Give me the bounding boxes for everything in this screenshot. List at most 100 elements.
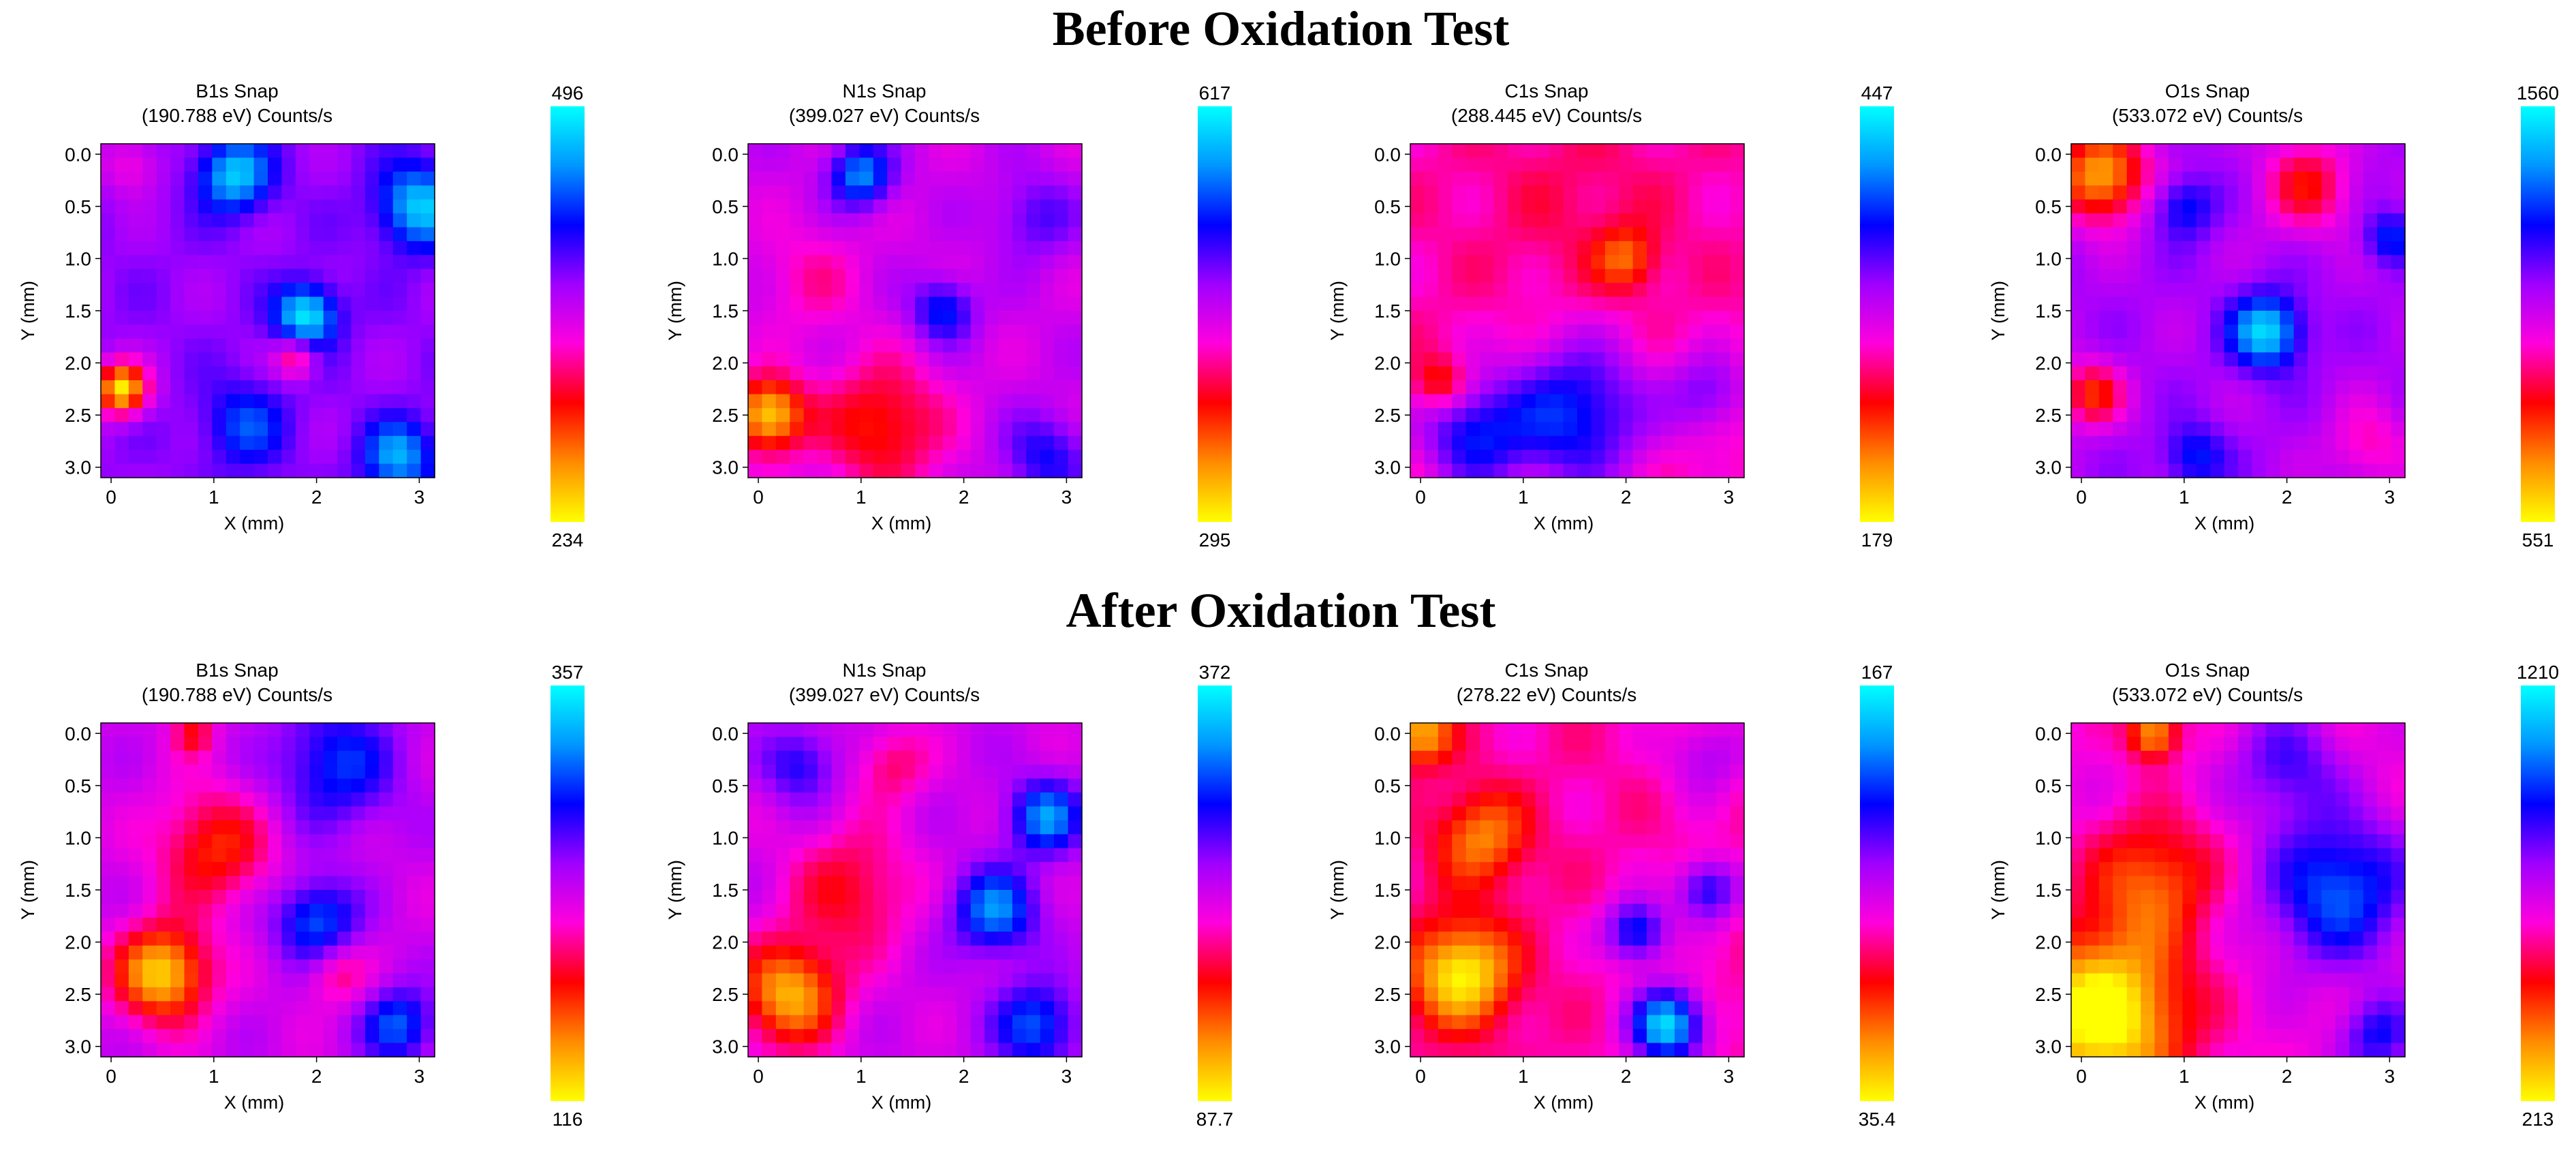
heatmap-cell (2265, 394, 2280, 409)
heatmap-cell (1054, 765, 1069, 780)
heatmap-cell (170, 311, 185, 326)
heatmap-cell (2154, 380, 2169, 395)
heatmap-cell (2321, 973, 2336, 988)
heatmap-cell (1730, 311, 1745, 326)
heatmap-cell (915, 311, 930, 326)
heatmap-cell (1674, 987, 1689, 1002)
heatmap-cell (1026, 199, 1041, 214)
heatmap-cell (309, 987, 324, 1002)
heatmap-cell (323, 144, 338, 159)
heatmap-cell (114, 213, 129, 228)
heatmap-cell (1452, 227, 1467, 242)
heatmap-cell (1493, 1043, 1508, 1058)
heatmap-cell (114, 296, 129, 311)
heatmap-cell (351, 848, 366, 863)
heatmap-cell (1480, 1001, 1495, 1016)
heatmap-cell (1465, 283, 1480, 298)
heatmap-cell (2141, 820, 2156, 835)
heatmap-cell (887, 241, 902, 256)
heatmap-cell (1660, 394, 1675, 409)
heatmap-cell (2113, 463, 2128, 478)
heatmap-cell (1660, 296, 1675, 311)
heatmap-cell (1549, 241, 1564, 256)
heatmap-cell (2391, 876, 2406, 891)
heatmap-cell (2085, 973, 2100, 988)
heatmap-cell (2085, 241, 2100, 256)
heatmap-cell (762, 171, 777, 186)
heatmap-cell (1054, 185, 1069, 200)
heatmap-cell (859, 820, 874, 835)
heatmap-cell (942, 422, 957, 437)
heatmap-cell (101, 973, 116, 988)
heatmap-cell (775, 917, 790, 932)
heatmap-cell (2113, 338, 2128, 353)
heatmap-cell (1424, 806, 1439, 821)
heatmap-cell (2238, 876, 2253, 891)
heatmap-cell (942, 945, 957, 960)
heatmap-cell (268, 806, 283, 821)
heatmap-cell (1465, 407, 1480, 422)
heatmap-cell (1493, 834, 1508, 849)
heatmap-cell (873, 778, 888, 793)
heatmap-cell (901, 973, 916, 988)
heatmap-cell (407, 380, 422, 395)
heatmap-cell (2252, 352, 2267, 367)
heatmap-cell (212, 890, 227, 905)
heatmap-cell (1604, 737, 1619, 752)
heatmap-cell (2126, 296, 2141, 311)
heatmap-cell (2265, 792, 2280, 807)
heatmap-cell (901, 199, 916, 214)
heatmap-cell (1521, 157, 1536, 172)
heatmap-cell (2168, 765, 2183, 780)
heatmap-cell (1549, 171, 1564, 186)
heatmap-cell (2126, 255, 2141, 270)
heatmap-cell (1660, 778, 1675, 793)
heatmap-cell (2308, 157, 2323, 172)
heatmap-cell (2168, 890, 2183, 905)
heatmap-cell (818, 1029, 833, 1044)
heatmap-cell (2098, 1043, 2113, 1058)
heatmap-cell (2265, 723, 2280, 738)
heatmap-cell (114, 917, 129, 932)
heatmap-cell (2280, 737, 2295, 752)
heatmap-cell (1563, 227, 1578, 242)
heatmap-cell (2182, 1029, 2197, 1044)
heatmap-cell (984, 987, 999, 1002)
heatmap-cell (268, 407, 283, 422)
heatmap-cell (957, 1029, 972, 1044)
heatmap-cell (2280, 945, 2295, 960)
heatmap-cell (2293, 806, 2308, 821)
heatmap-cell (1632, 338, 1647, 353)
heatmap-cell (2154, 199, 2169, 214)
heatmap-cell (309, 834, 324, 849)
heatmap-cell (2377, 185, 2392, 200)
heatmap-cell (2280, 987, 2295, 1002)
heatmap-cell (2363, 862, 2378, 877)
heatmap-cell (1647, 778, 1662, 793)
heatmap-cell (309, 394, 324, 409)
heatmap-cell (1535, 750, 1550, 765)
heatmap-cell (762, 241, 777, 256)
heatmap-cell (2126, 973, 2141, 988)
heatmap-cell (351, 806, 366, 821)
heatmap-cell (2098, 737, 2113, 752)
heatmap-cell (1674, 171, 1689, 186)
heatmap-cell (2168, 283, 2183, 298)
heatmap-cell (2391, 806, 2406, 821)
heatmap-cell (2071, 268, 2086, 283)
heatmap-cell (184, 723, 199, 738)
heatmap-cell (1591, 890, 1606, 905)
heatmap-cell (818, 945, 833, 960)
heatmap-cell (748, 723, 763, 738)
heatmap-cell (2141, 792, 2156, 807)
heatmap-cell (1410, 422, 1425, 437)
heatmap-cell (309, 311, 324, 326)
heatmap-cell (2377, 945, 2392, 960)
heatmap-cell (281, 1043, 296, 1058)
heatmap-cell (1716, 255, 1731, 270)
heatmap-cell (873, 862, 888, 877)
heatmap-cell (101, 890, 116, 905)
heatmap-cell (2071, 987, 2086, 1002)
heatmap-cell (831, 380, 846, 395)
heatmap-cell (1577, 407, 1592, 422)
